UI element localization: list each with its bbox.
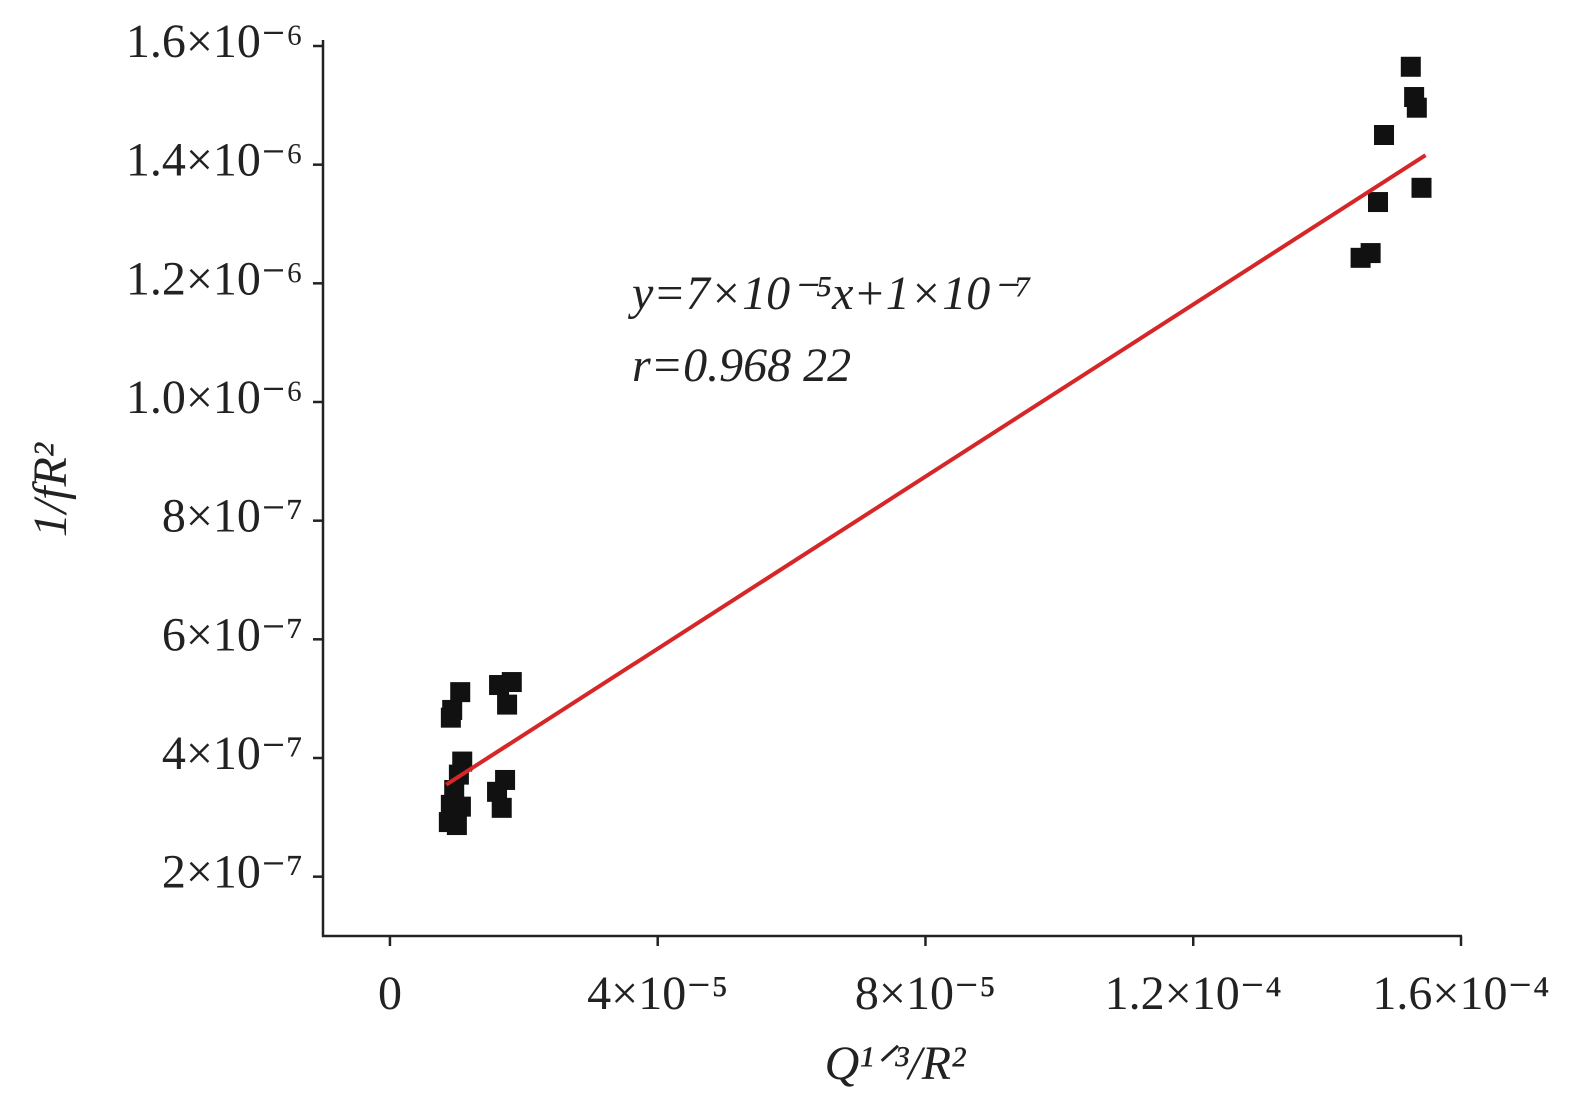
x-tick-label: 1.6×10⁻⁴ [1372, 967, 1549, 1020]
point [1406, 97, 1427, 118]
fit-line [445, 153, 1427, 787]
equation: y=7×10⁻⁵x+1×10⁻⁷ [627, 267, 1032, 320]
point [446, 815, 467, 836]
x-tick-label: 1.2×10⁻⁴ [1105, 967, 1282, 1020]
point [497, 694, 518, 715]
point [491, 797, 512, 818]
point [1350, 247, 1371, 268]
x-tick-label: 4×10⁻⁵ [587, 967, 728, 1020]
x-tick-label: 0 [378, 967, 402, 1020]
x-axis-label: Q¹ᐟ³/R² [825, 1037, 967, 1090]
y-tick-label: 1.0×10⁻⁶ [126, 371, 303, 424]
y-tick-label: 1.4×10⁻⁶ [126, 134, 303, 187]
point [442, 699, 463, 720]
y-tick-label: 1.2×10⁻⁶ [126, 252, 303, 305]
point [487, 781, 508, 802]
y-tick-label: 1.6×10⁻⁶ [126, 15, 303, 68]
point [1400, 56, 1421, 77]
x-tick-label: 8×10⁻⁵ [855, 967, 996, 1020]
y-tick-label: 8×10⁻⁷ [162, 490, 303, 543]
point [450, 682, 471, 703]
point [1411, 177, 1432, 198]
point [501, 672, 522, 693]
y-tick-label: 4×10⁻⁷ [162, 727, 303, 780]
correlation: r=0.968 22 [632, 339, 851, 392]
y-axis-label: 1/fR² [24, 441, 77, 537]
y-tick-label: 2×10⁻⁷ [162, 846, 303, 899]
y-tick-label: 6×10⁻⁷ [162, 608, 303, 661]
point [450, 796, 471, 817]
point [1367, 192, 1388, 213]
point [1374, 125, 1395, 145]
